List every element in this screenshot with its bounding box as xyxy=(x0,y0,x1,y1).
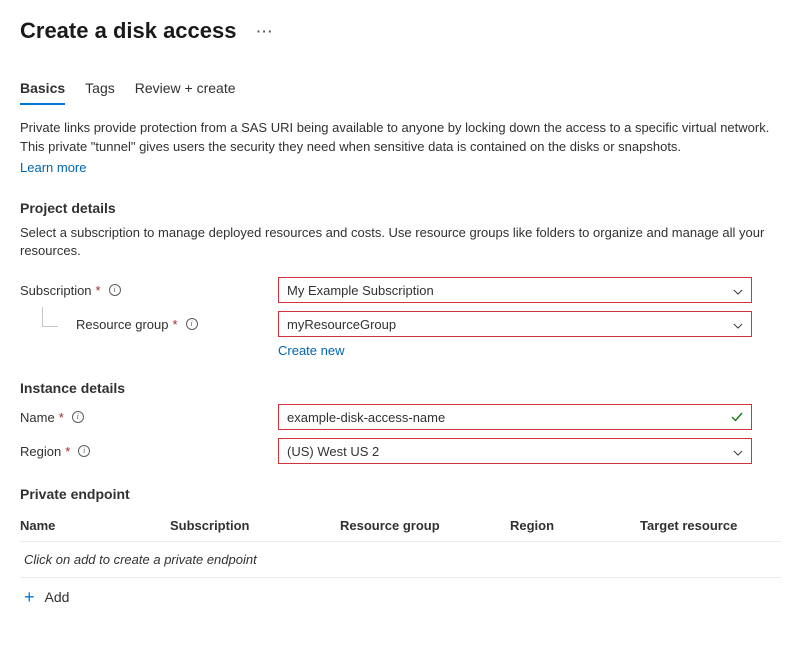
region-label: Region * i xyxy=(20,444,278,459)
info-icon[interactable]: i xyxy=(186,318,198,330)
col-subscription: Subscription xyxy=(170,518,340,533)
table-header: Name Subscription Resource group Region … xyxy=(20,510,781,542)
region-label-text: Region xyxy=(20,444,61,459)
resource-group-label: Resource group * i xyxy=(20,317,278,332)
info-icon[interactable]: i xyxy=(72,411,84,423)
add-label: Add xyxy=(45,589,70,605)
checkmark-icon xyxy=(731,411,743,423)
resource-group-select[interactable]: myResourceGroup xyxy=(278,311,752,337)
region-select[interactable]: (US) West US 2 xyxy=(278,438,752,464)
subscription-row: Subscription * i My Example Subscription xyxy=(20,277,781,303)
table-empty-text: Click on add to create a private endpoin… xyxy=(20,542,781,578)
tab-bar: Basics Tags Review + create xyxy=(20,80,781,105)
col-target-resource: Target resource xyxy=(640,518,781,533)
page-title-text: Create a disk access xyxy=(20,18,237,44)
required-asterisk: * xyxy=(59,410,64,425)
create-new-link[interactable]: Create new xyxy=(278,343,344,358)
page-title: Create a disk access ··· xyxy=(20,18,781,44)
add-button[interactable]: + Add xyxy=(20,578,781,606)
subscription-label: Subscription * i xyxy=(20,283,278,298)
name-input[interactable]: example-disk-access-name xyxy=(278,404,752,430)
chevron-down-icon xyxy=(733,446,743,456)
chevron-down-icon xyxy=(733,319,743,329)
project-details-desc: Select a subscription to manage deployed… xyxy=(20,224,781,262)
required-asterisk: * xyxy=(173,317,178,332)
indent-marker xyxy=(42,307,58,327)
required-asterisk: * xyxy=(96,283,101,298)
tab-review-create[interactable]: Review + create xyxy=(135,80,236,104)
col-name: Name xyxy=(20,518,170,533)
private-endpoint-heading: Private endpoint xyxy=(20,486,781,502)
region-row: Region * i (US) West US 2 xyxy=(20,438,781,464)
subscription-label-text: Subscription xyxy=(20,283,92,298)
name-label: Name * i xyxy=(20,410,278,425)
resource-group-value: myResourceGroup xyxy=(287,317,396,332)
col-resource-group: Resource group xyxy=(340,518,510,533)
col-region: Region xyxy=(510,518,640,533)
intro-text: Private links provide protection from a … xyxy=(20,119,781,178)
name-value: example-disk-access-name xyxy=(287,410,445,425)
plus-icon: + xyxy=(24,588,35,606)
name-row: Name * i example-disk-access-name xyxy=(20,404,781,430)
info-icon[interactable]: i xyxy=(109,284,121,296)
name-label-text: Name xyxy=(20,410,55,425)
tab-basics[interactable]: Basics xyxy=(20,80,65,104)
info-icon[interactable]: i xyxy=(78,445,90,457)
resource-group-row: Resource group * i myResourceGroup xyxy=(20,311,781,337)
subscription-select[interactable]: My Example Subscription xyxy=(278,277,752,303)
learn-more-link[interactable]: Learn more xyxy=(20,159,86,178)
resource-group-label-text: Resource group xyxy=(76,317,169,332)
more-icon[interactable]: ··· xyxy=(257,23,274,39)
create-new-row: Create new xyxy=(278,343,781,358)
subscription-value: My Example Subscription xyxy=(287,283,434,298)
instance-details-heading: Instance details xyxy=(20,380,781,396)
intro-body: Private links provide protection from a … xyxy=(20,120,769,154)
required-asterisk: * xyxy=(65,444,70,459)
tab-tags[interactable]: Tags xyxy=(85,80,115,104)
project-details-heading: Project details xyxy=(20,200,781,216)
private-endpoint-table: Name Subscription Resource group Region … xyxy=(20,510,781,606)
region-value: (US) West US 2 xyxy=(287,444,379,459)
chevron-down-icon xyxy=(733,285,743,295)
